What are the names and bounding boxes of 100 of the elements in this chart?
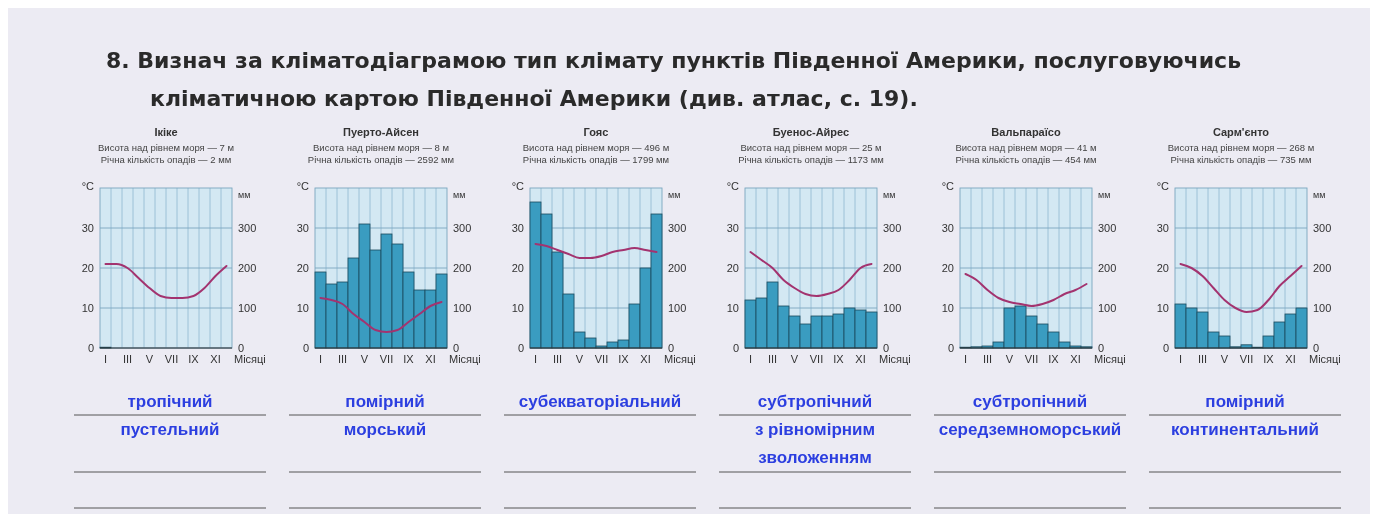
x-tick-label: V [1220, 353, 1229, 365]
x-tick-label: IX [618, 353, 630, 365]
y-tick-label: 10 [1156, 302, 1169, 314]
chart-title: Вальпараїсо [991, 126, 1061, 138]
y2-tick-label: 0 [453, 342, 460, 354]
y2-tick-label: 0 [883, 342, 890, 354]
y-tick-label: 10 [941, 302, 954, 314]
x-tick-label: III [1197, 353, 1208, 365]
y2-tick-label: 100 [453, 302, 472, 314]
y2-tick-label: 100 [668, 302, 687, 314]
y-axis-title: °C [726, 180, 740, 192]
x-tick-label: XI [1070, 353, 1081, 365]
chart-subtitle: Висота над рівнем моря — 8 м Річна кількість опадів — 2592 мм [307, 142, 455, 165]
y2-tick-label: 200 [883, 262, 902, 274]
text: тропічний пустельний [120, 392, 220, 439]
chart-title: Пуерто-Айсен [343, 126, 419, 138]
text: субекваторіальний [518, 392, 682, 411]
chart-title: Сарм'єнто [1212, 126, 1270, 138]
chart-subtitle: Висота над рівнем моря — 25 м Річна кількість опадів — 1173 мм [738, 142, 884, 165]
y2-tick-label: 100 [883, 302, 902, 314]
y-axis-title: °C [941, 180, 955, 192]
y-tick-label: 20 [81, 262, 94, 274]
x-axis-title: Місяці [449, 353, 481, 365]
x-tick-label: IX [188, 353, 200, 365]
y-tick-label: 20 [511, 262, 524, 274]
x-tick-label: VII [379, 353, 394, 365]
chart-title: Ікіке [154, 126, 178, 138]
y-tick-label: 0 [517, 342, 524, 354]
y2-tick-label: 0 [1313, 342, 1320, 354]
chart-subtitle: Висота над рівнем моря — 41 м Річна кількість опадів — 454 мм [955, 142, 1097, 165]
x-axis-title: Місяці [879, 353, 911, 365]
y-axis-title: °C [296, 180, 310, 192]
y2-tick-label: 300 [1313, 222, 1332, 234]
y2-tick-label: 200 [668, 262, 687, 274]
x-tick-label: III [767, 353, 778, 365]
y2-tick-label: 300 [668, 222, 687, 234]
y2-tick-label: 200 [1313, 262, 1332, 274]
y-tick-label: 10 [726, 302, 739, 314]
x-tick-label: IX [1263, 353, 1275, 365]
y-tick-label: 30 [941, 222, 954, 234]
x-tick-label: V [360, 353, 369, 365]
x-tick-label: III [122, 353, 133, 365]
y-tick-label: 30 [81, 222, 94, 234]
x-tick-label: V [145, 353, 154, 365]
y2-tick-label: 100 [238, 302, 257, 314]
y2-axis-title: мм [668, 190, 681, 200]
x-tick-label: V [575, 353, 584, 365]
y2-tick-label: 0 [668, 342, 675, 354]
chart-subtitle: Висота над рівнем моря — 7 м Річна кількість опадів — 2 мм [98, 142, 234, 165]
chart-subtitle: Висота над рівнем моря — 268 м Річна кількість опадів — 735 мм [1167, 142, 1315, 165]
x-tick-label: IX [403, 353, 415, 365]
y-tick-label: 30 [726, 222, 739, 234]
x-axis-title: Місяці [1094, 353, 1126, 365]
y-tick-label: 20 [726, 262, 739, 274]
y-tick-label: 20 [1156, 262, 1169, 274]
y2-axis-title: мм [453, 190, 466, 200]
x-tick-label: XI [1285, 353, 1296, 365]
y-tick-label: 20 [296, 262, 309, 274]
y2-tick-label: 300 [1098, 222, 1117, 234]
x-tick-label: VII [164, 353, 179, 365]
text: помірний морський [343, 392, 427, 439]
x-tick-label: XI [640, 353, 651, 365]
x-tick-label: XI [855, 353, 866, 365]
x-axis-title: Місяці [234, 353, 266, 365]
y-tick-label: 0 [302, 342, 309, 354]
x-tick-label: I [748, 353, 753, 365]
x-tick-label: I [533, 353, 538, 365]
y-tick-label: 10 [81, 302, 94, 314]
y2-tick-label: 100 [1098, 302, 1117, 314]
y2-axis-title: мм [883, 190, 896, 200]
chart-title: Буенос-Айрес [772, 126, 850, 138]
y-axis-title: °C [1156, 180, 1170, 192]
y2-tick-label: 0 [1098, 342, 1105, 354]
x-tick-label: I [963, 353, 968, 365]
y-tick-label: 20 [941, 262, 954, 274]
y-axis-title: °C [511, 180, 525, 192]
x-axis-title: Місяці [1309, 353, 1341, 365]
chart-title: Гояс [583, 126, 609, 138]
text: субтропічний з рівномірним зволоженням [754, 392, 876, 467]
x-axis-title: Місяці [664, 353, 696, 365]
y2-tick-label: 300 [883, 222, 902, 234]
text: помірний континентальний [1171, 392, 1319, 439]
y2-tick-label: 300 [453, 222, 472, 234]
y2-tick-label: 200 [238, 262, 257, 274]
y-tick-label: 10 [511, 302, 524, 314]
x-tick-label: I [103, 353, 108, 365]
y-tick-label: 10 [296, 302, 309, 314]
x-tick-label: XI [210, 353, 221, 365]
y-tick-label: 0 [947, 342, 954, 354]
x-tick-label: VII [1239, 353, 1254, 365]
y2-axis-title: мм [1313, 190, 1326, 200]
text: субтропічний середземноморський [938, 392, 1122, 439]
y2-tick-label: 300 [238, 222, 257, 234]
x-tick-label: IX [833, 353, 845, 365]
x-tick-label: I [1178, 353, 1183, 365]
y-tick-label: 30 [296, 222, 309, 234]
y2-tick-label: 200 [1098, 262, 1117, 274]
y2-tick-label: 100 [1313, 302, 1332, 314]
y-axis-title: °C [81, 180, 95, 192]
x-tick-label: VII [1024, 353, 1039, 365]
